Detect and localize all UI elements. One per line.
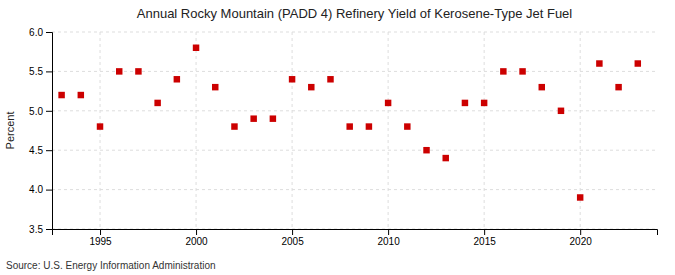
x-grid-line	[484, 32, 485, 229]
y-grid-line	[52, 189, 657, 190]
point	[289, 76, 295, 82]
x-tick-mark	[196, 229, 197, 235]
point	[308, 84, 314, 90]
x-tick-mark	[580, 229, 581, 235]
points	[58, 45, 641, 201]
y-grid-line	[52, 150, 657, 151]
x-grid-line	[196, 32, 197, 229]
point	[270, 115, 276, 121]
x-tick-mark	[484, 229, 485, 235]
point	[385, 100, 391, 106]
x-tick: 2000	[185, 229, 208, 247]
y-tick: 5.5	[29, 66, 52, 77]
x-grid-line	[292, 32, 293, 229]
y-tick: 6.0	[29, 27, 52, 38]
x-tick: 1995	[89, 229, 112, 247]
point	[174, 76, 180, 82]
y-tick-mark	[46, 111, 52, 112]
y-grid-line	[52, 110, 657, 111]
x-tick-mark	[100, 229, 101, 235]
x-tick-label: 2015	[474, 236, 497, 247]
chart: 1995 2000 2005 2010 2015 2020 3.5 4.0 4.5 5.0 5.5 6…	[0, 0, 675, 275]
y-tick-mark	[46, 190, 52, 191]
point	[442, 155, 448, 161]
y-grid-line	[52, 32, 657, 33]
point	[193, 45, 199, 51]
y-tick: 4.0	[29, 184, 52, 195]
point	[615, 84, 621, 90]
point	[500, 68, 506, 74]
point	[327, 76, 333, 82]
point	[462, 100, 468, 106]
y-tick-label: 5.5	[29, 66, 43, 77]
point	[577, 194, 583, 200]
point	[97, 123, 103, 129]
point	[635, 60, 641, 66]
x-tick: 2010	[377, 229, 400, 247]
x-tick-label: 2020	[570, 236, 593, 247]
x-tick: 2015	[474, 229, 497, 247]
point	[212, 84, 218, 90]
point	[539, 84, 545, 90]
point	[231, 123, 237, 129]
point	[58, 92, 64, 98]
y-axis-label: Percent	[4, 112, 16, 150]
y-tick-label: 4.5	[29, 145, 43, 156]
annotation: Source: U.S. Energy Information Administ…	[6, 260, 216, 271]
point	[154, 100, 160, 106]
point	[423, 147, 429, 153]
y-tick-label: 6.0	[29, 27, 43, 38]
point	[481, 100, 487, 106]
point	[346, 123, 352, 129]
point	[404, 123, 410, 129]
y-tick-label: 4.0	[29, 184, 43, 195]
point	[250, 115, 256, 121]
plot: 1995 2000 2005 2010 2015 2020 3.5 4.0 4.5 5.0 5.5 6…	[29, 27, 657, 247]
y-axis: 3.5 4.0 4.5 5.0 5.5 6.0	[29, 27, 52, 235]
y-tick-mark	[46, 32, 52, 33]
y-tick: 3.5	[29, 224, 52, 235]
point	[116, 68, 122, 74]
x-tick-mark	[388, 229, 389, 235]
point	[558, 108, 564, 114]
x-grid-line	[388, 32, 389, 229]
x-tick-label: 2010	[377, 236, 400, 247]
x-tick: 2005	[281, 229, 304, 247]
y-tick-label: 3.5	[29, 224, 43, 235]
y-tick-mark	[46, 71, 52, 72]
point	[366, 123, 372, 129]
y-tick: 4.5	[29, 145, 52, 156]
x-axis-line	[53, 230, 658, 236]
y-tick-label: 5.0	[29, 106, 43, 117]
y-axis-line	[46, 33, 53, 230]
x-grid-line	[100, 32, 101, 229]
y-tick-mark	[46, 150, 52, 151]
title: Annual Rocky Mountain (PADD 4) Refinery …	[137, 6, 573, 21]
x-tick-label: 2000	[185, 236, 208, 247]
y-tick-mark	[46, 229, 52, 230]
x-tick-mark	[292, 229, 293, 235]
x-tick-label: 1995	[89, 236, 112, 247]
x-tick: 2020	[570, 229, 593, 247]
grid	[52, 32, 657, 229]
x-axis: 1995 2000 2005 2010 2015 2020	[53, 229, 658, 247]
point	[135, 68, 141, 74]
point	[596, 60, 602, 66]
y-grid-line	[52, 71, 657, 72]
y-tick: 5.0	[29, 106, 52, 117]
point	[78, 92, 84, 98]
point	[519, 68, 525, 74]
x-tick-label: 2005	[281, 236, 304, 247]
